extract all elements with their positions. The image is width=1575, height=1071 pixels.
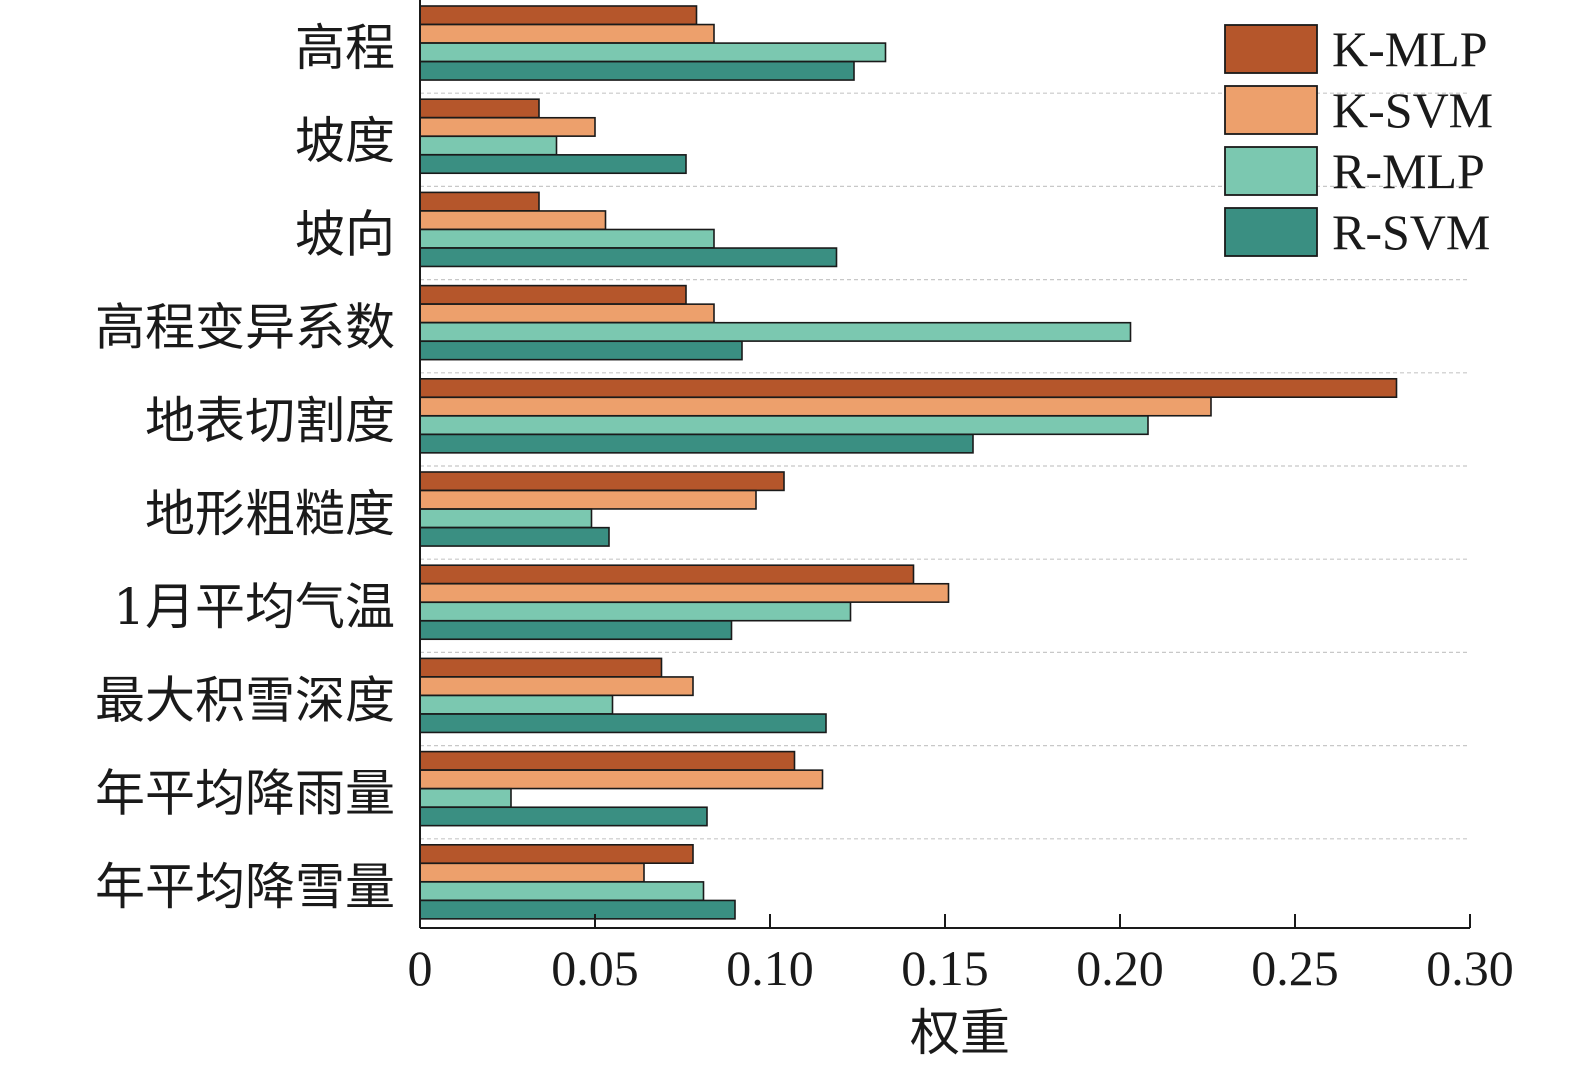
bar-r-svm [419, 526, 610, 547]
bar-k-svm [419, 23, 715, 44]
bar-k-mlp [419, 657, 663, 678]
bar-k-mlp [419, 284, 687, 305]
bar-k-mlp [419, 750, 796, 771]
bar-k-svm [419, 303, 715, 324]
bar-r-svm [419, 60, 855, 81]
x-tick-label: 0.30 [1426, 940, 1514, 996]
category-label: 坡向 [295, 205, 395, 263]
legend-swatch-r-svm [1224, 207, 1318, 257]
category-label: 高程变异系数 [95, 299, 395, 357]
legend-swatch-r-mlp [1224, 146, 1318, 196]
category-label: 1月平均气温 [113, 578, 395, 636]
bar-k-svm [419, 862, 645, 883]
bar-r-mlp [419, 415, 1149, 436]
category-label: 高程 [295, 19, 395, 77]
bar-r-svm [419, 433, 974, 454]
category-label: 年平均降雨量 [95, 765, 395, 823]
x-tick-label: 0 [408, 940, 433, 996]
x-tick-label: 0.15 [901, 940, 989, 996]
legend-label-k-svm: K-SVM [1332, 82, 1493, 138]
bar-r-mlp [419, 787, 512, 808]
legend-label-r-svm: R-SVM [1332, 204, 1490, 260]
bar-k-svm [419, 396, 1212, 417]
bar-k-svm [419, 210, 607, 231]
bar-r-svm [419, 620, 733, 641]
legend-swatch-k-mlp [1224, 24, 1318, 74]
category-label: 最大积雪深度 [95, 671, 395, 729]
x-tick-label: 0.10 [726, 940, 814, 996]
bar-k-mlp [419, 377, 1398, 398]
bar-r-mlp [419, 42, 887, 63]
bar-r-svm [419, 154, 687, 175]
legend-swatch-k-svm [1224, 85, 1318, 135]
x-tick-label: 0.05 [551, 940, 639, 996]
x-tick-label: 0.25 [1251, 940, 1339, 996]
bar-r-svm [419, 806, 708, 827]
bars [419, 5, 1398, 920]
bar-k-mlp [419, 98, 540, 119]
bar-k-svm [419, 582, 950, 603]
category-label: 坡度 [295, 112, 395, 170]
legend-label-k-mlp: K-MLP [1332, 21, 1488, 77]
bar-k-mlp [419, 5, 698, 26]
x-tick-label: 0.20 [1076, 940, 1164, 996]
category-label: 地表切割度 [145, 392, 395, 450]
bar-k-svm [419, 489, 757, 510]
bar-k-mlp [419, 843, 694, 864]
bar-r-svm [419, 899, 736, 920]
bar-r-svm [419, 713, 827, 734]
bar-r-svm [419, 340, 743, 361]
bar-r-mlp [419, 601, 852, 622]
bar-k-svm [419, 676, 694, 697]
grid-lines [420, 92, 1470, 840]
x-ticks: 0 0.05 0.10 0.15 0.20 0.25 0.30 [408, 914, 1514, 996]
bar-k-mlp [419, 564, 915, 585]
bar-r-mlp [419, 694, 614, 715]
bar-r-mlp [419, 228, 715, 249]
category-label: 地形粗糙度 [145, 485, 395, 543]
bar-r-mlp [419, 881, 705, 902]
x-axis-title: 权重 [910, 1004, 1010, 1062]
category-label: 年平均降雪量 [95, 858, 395, 916]
bar-k-mlp [419, 191, 540, 212]
bar-r-svm [419, 247, 838, 268]
bar-r-mlp [419, 135, 558, 156]
bar-k-svm [419, 769, 824, 790]
legend-label-r-mlp: R-MLP [1332, 143, 1485, 199]
bar-r-mlp [419, 321, 1132, 342]
bar-r-mlp [419, 508, 593, 529]
bar-k-svm [419, 116, 596, 137]
bar-k-mlp [419, 471, 785, 492]
